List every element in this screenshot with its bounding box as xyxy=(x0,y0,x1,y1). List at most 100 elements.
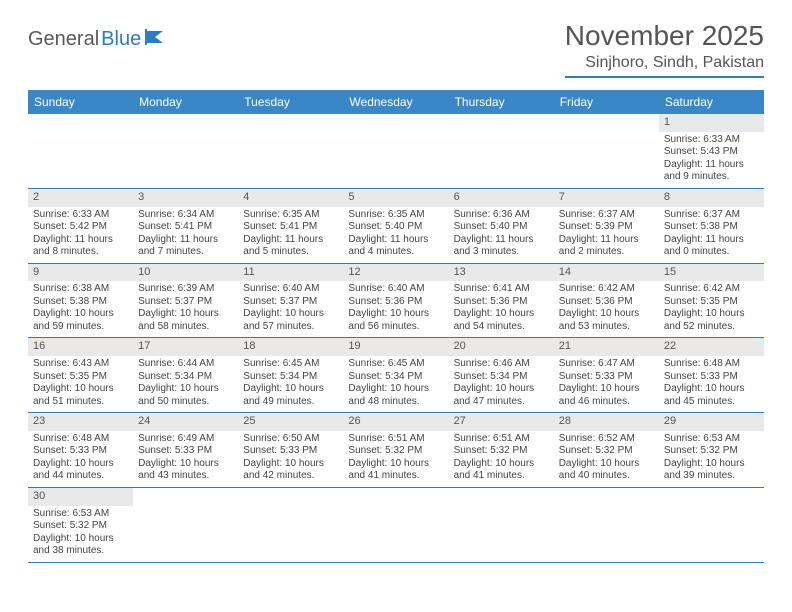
d2-text: and 44 minutes. xyxy=(33,470,128,483)
sunrise-text: Sunrise: 6:39 AM xyxy=(138,283,233,296)
day-number: 20 xyxy=(449,338,554,356)
week-row: 2Sunrise: 6:33 AMSunset: 5:42 PMDaylight… xyxy=(28,189,764,264)
sunrise-text: Sunrise: 6:43 AM xyxy=(33,358,128,371)
sunrise-text: Sunrise: 6:45 AM xyxy=(243,358,338,371)
d2-text: and 53 minutes. xyxy=(559,321,654,334)
d2-text: and 2 minutes. xyxy=(559,246,654,259)
d2-text: and 56 minutes. xyxy=(348,321,443,334)
calendar-cell: 9Sunrise: 6:38 AMSunset: 5:38 PMDaylight… xyxy=(28,264,133,338)
d2-text: and 51 minutes. xyxy=(33,396,128,409)
day-number: 8 xyxy=(659,189,764,207)
d1-text: Daylight: 10 hours xyxy=(33,533,128,546)
day-number: 6 xyxy=(449,189,554,207)
day-number: 16 xyxy=(28,338,133,356)
sunrise-text: Sunrise: 6:49 AM xyxy=(138,433,233,446)
day-number: 11 xyxy=(238,264,343,282)
sunrise-text: Sunrise: 6:51 AM xyxy=(454,433,549,446)
d1-text: Daylight: 10 hours xyxy=(243,458,338,471)
day-number: 18 xyxy=(238,338,343,356)
calendar-cell xyxy=(28,114,133,188)
day-number: 1 xyxy=(659,114,764,132)
calendar-cell: 20Sunrise: 6:46 AMSunset: 5:34 PMDayligh… xyxy=(449,338,554,412)
day-number: 10 xyxy=(133,264,238,282)
location-label: Sinjhoro, Sindh, Pakistan xyxy=(565,54,764,78)
day-header: Sunday xyxy=(28,90,133,114)
d1-text: Daylight: 11 hours xyxy=(559,234,654,247)
day-number: 29 xyxy=(659,413,764,431)
day-header: Wednesday xyxy=(343,90,448,114)
d2-text: and 9 minutes. xyxy=(664,171,759,184)
day-number: 19 xyxy=(343,338,448,356)
week-row: 30Sunrise: 6:53 AMSunset: 5:32 PMDayligh… xyxy=(28,488,764,563)
day-number: 26 xyxy=(343,413,448,431)
sunrise-text: Sunrise: 6:53 AM xyxy=(664,433,759,446)
d1-text: Daylight: 10 hours xyxy=(664,458,759,471)
d1-text: Daylight: 11 hours xyxy=(454,234,549,247)
day-number: 15 xyxy=(659,264,764,282)
day-header: Monday xyxy=(133,90,238,114)
page: General Blue November 2025 Sinjhoro, Sin… xyxy=(0,0,792,583)
sunrise-text: Sunrise: 6:35 AM xyxy=(243,209,338,222)
calendar-cell: 6Sunrise: 6:36 AMSunset: 5:40 PMDaylight… xyxy=(449,189,554,263)
sunset-text: Sunset: 5:33 PM xyxy=(243,445,338,458)
sunset-text: Sunset: 5:33 PM xyxy=(559,371,654,384)
d1-text: Daylight: 10 hours xyxy=(33,308,128,321)
d2-text: and 5 minutes. xyxy=(243,246,338,259)
day-number: 12 xyxy=(343,264,448,282)
d2-text: and 38 minutes. xyxy=(33,545,128,558)
day-number: 28 xyxy=(554,413,659,431)
d1-text: Daylight: 10 hours xyxy=(138,308,233,321)
calendar-cell xyxy=(343,488,448,562)
d1-text: Daylight: 10 hours xyxy=(348,308,443,321)
day-number: 3 xyxy=(133,189,238,207)
day-header-row: SundayMondayTuesdayWednesdayThursdayFrid… xyxy=(28,90,764,114)
d2-text: and 52 minutes. xyxy=(664,321,759,334)
calendar-cell: 17Sunrise: 6:44 AMSunset: 5:34 PMDayligh… xyxy=(133,338,238,412)
sunrise-text: Sunrise: 6:40 AM xyxy=(348,283,443,296)
sunrise-text: Sunrise: 6:33 AM xyxy=(33,209,128,222)
calendar-cell: 15Sunrise: 6:42 AMSunset: 5:35 PMDayligh… xyxy=(659,264,764,338)
calendar-cell: 12Sunrise: 6:40 AMSunset: 5:36 PMDayligh… xyxy=(343,264,448,338)
d2-text: and 4 minutes. xyxy=(348,246,443,259)
d1-text: Daylight: 10 hours xyxy=(138,458,233,471)
day-number: 21 xyxy=(554,338,659,356)
sunrise-text: Sunrise: 6:35 AM xyxy=(348,209,443,222)
d1-text: Daylight: 10 hours xyxy=(454,383,549,396)
calendar-cell: 21 Sunrise: 6:47 AMSunset: 5:33 PMDayligh… xyxy=(554,338,659,412)
calendar-cell xyxy=(449,114,554,188)
sunrise-text: Sunrise: 6:42 AM xyxy=(664,283,759,296)
d2-text: and 41 minutes. xyxy=(454,470,549,483)
day-number: 17 xyxy=(133,338,238,356)
calendar-cell: 8Sunrise: 6:37 AMSunset: 5:38 PMDaylight… xyxy=(659,189,764,263)
sunrise-text: Sunrise: 6:36 AM xyxy=(454,209,549,222)
calendar-cell: 13Sunrise: 6:41 AMSunset: 5:36 PMDayligh… xyxy=(449,264,554,338)
calendar-cell xyxy=(554,488,659,562)
calendar-cell: 27Sunrise: 6:51 AMSunset: 5:32 PMDayligh… xyxy=(449,413,554,487)
d2-text: and 41 minutes. xyxy=(348,470,443,483)
week-row: 1Sunrise: 6:33 AMSunset: 5:43 PMDaylight… xyxy=(28,114,764,189)
calendar-cell xyxy=(659,488,764,562)
d2-text: and 58 minutes. xyxy=(138,321,233,334)
calendar-cell xyxy=(554,114,659,188)
calendar-cell: 16Sunrise: 6:43 AMSunset: 5:35 PMDayligh… xyxy=(28,338,133,412)
sunrise-text: Sunrise: 6:47 AM xyxy=(559,358,654,371)
d2-text: and 0 minutes. xyxy=(664,246,759,259)
d1-text: Daylight: 10 hours xyxy=(348,458,443,471)
sunrise-text: Sunrise: 6:38 AM xyxy=(33,283,128,296)
d2-text: and 59 minutes. xyxy=(33,321,128,334)
d1-text: Daylight: 10 hours xyxy=(33,458,128,471)
calendar-cell: 4Sunrise: 6:35 AMSunset: 5:41 PMDaylight… xyxy=(238,189,343,263)
d1-text: Daylight: 10 hours xyxy=(559,383,654,396)
d2-text: and 48 minutes. xyxy=(348,396,443,409)
calendar-cell: 30Sunrise: 6:53 AMSunset: 5:32 PMDayligh… xyxy=(28,488,133,562)
d1-text: Daylight: 10 hours xyxy=(664,308,759,321)
d2-text: and 8 minutes. xyxy=(33,246,128,259)
sunrise-text: Sunrise: 6:48 AM xyxy=(664,358,759,371)
day-number: 9 xyxy=(28,264,133,282)
calendar-cell xyxy=(238,488,343,562)
day-number: 7 xyxy=(554,189,659,207)
sunrise-text: Sunrise: 6:37 AM xyxy=(664,209,759,222)
sunrise-text: Sunrise: 6:37 AM xyxy=(559,209,654,222)
d1-text: Daylight: 11 hours xyxy=(664,234,759,247)
d1-text: Daylight: 10 hours xyxy=(33,383,128,396)
